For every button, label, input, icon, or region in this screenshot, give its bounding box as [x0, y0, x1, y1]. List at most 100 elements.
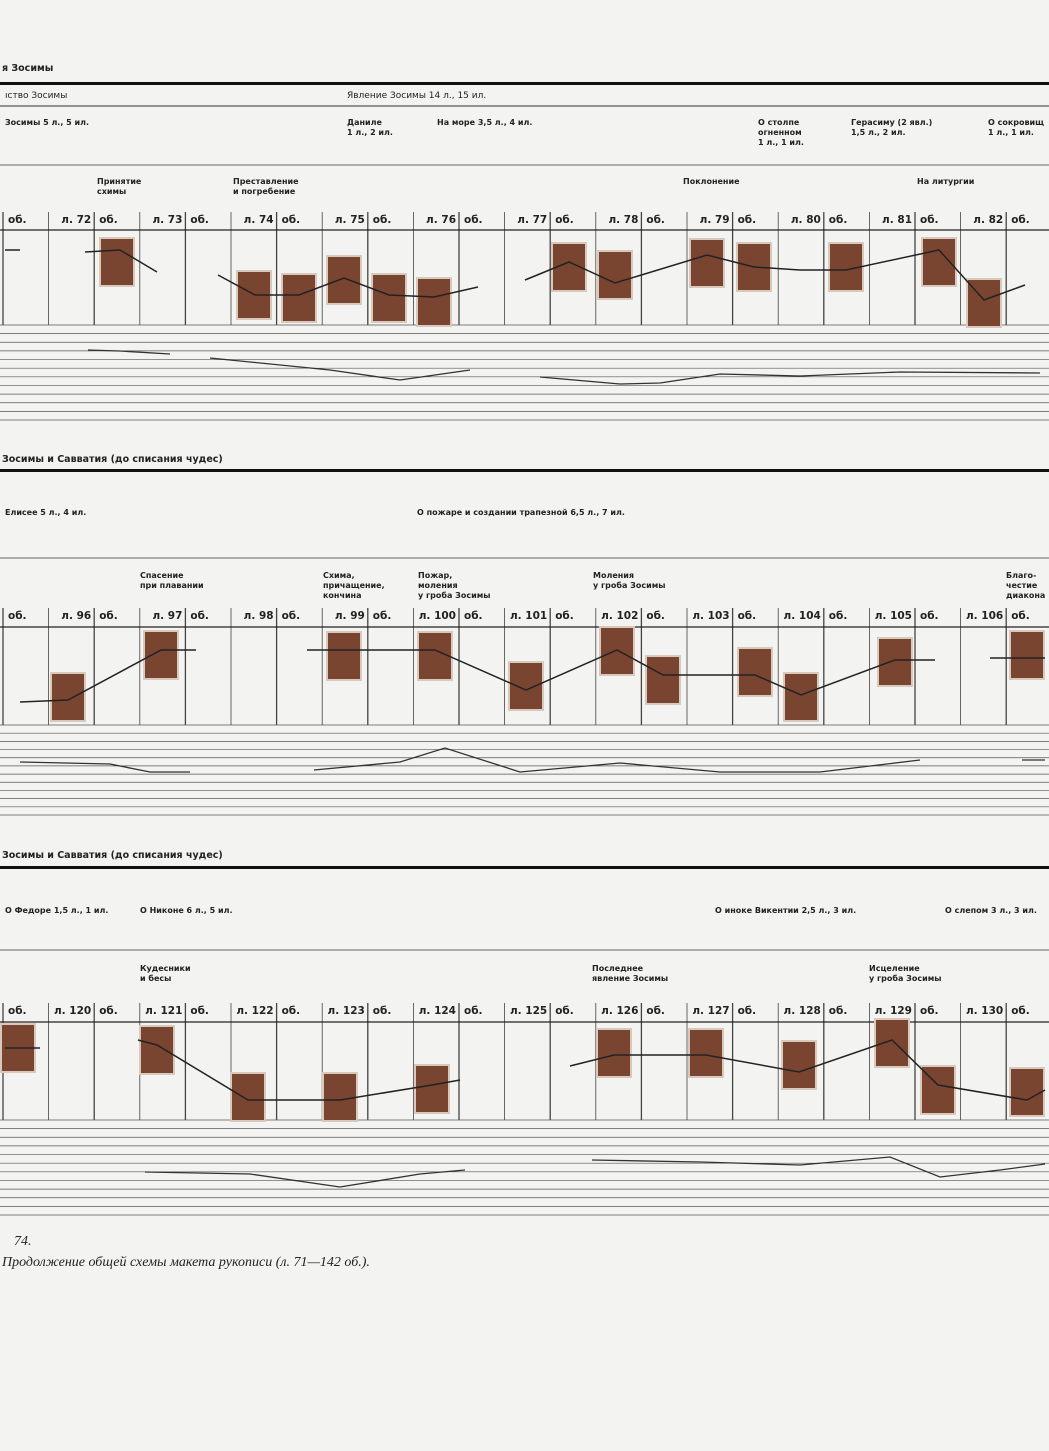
illustration — [1009, 630, 1045, 680]
folio-label: об. — [99, 214, 118, 226]
folio-label: об. — [1011, 610, 1030, 622]
folio-label: л. 99 — [334, 610, 365, 622]
folio-label: л. 77 — [517, 214, 548, 226]
illustration — [596, 1028, 632, 1078]
subject-label: Исцеление у гроба Зосимы — [869, 964, 942, 983]
folio-label: об. — [828, 610, 848, 622]
illustration — [921, 237, 957, 287]
band-title: Зосимы и Савватия (до списания чудес) — [2, 850, 223, 861]
folio-label: об. — [464, 214, 483, 226]
folio-label: об. — [737, 214, 757, 226]
folio-label: об. — [555, 610, 574, 622]
subject-label: Благо- честие диакона — [1006, 571, 1046, 600]
subject-label: Пожар, моления у гроба Зосимы — [418, 571, 491, 600]
folio-label: об. — [464, 610, 483, 622]
text-line — [539, 371, 1041, 385]
folio-label: л. 103 — [692, 610, 730, 622]
episode-label: О Федоре 1,5 л., 1 ил. — [5, 906, 109, 915]
subject-label: Кудесники и бесы — [140, 964, 191, 983]
folio-label: об. — [555, 1005, 574, 1017]
illustration — [414, 1064, 450, 1114]
folio-label: об. — [281, 610, 301, 622]
rule — [0, 866, 1049, 869]
folio-label: л. 78 — [608, 214, 639, 226]
folio-label: л. 130 — [965, 1005, 1004, 1017]
layout-line — [19, 649, 196, 703]
illustration — [50, 672, 86, 722]
text-line — [87, 349, 171, 355]
folio-label: л. 73 — [152, 214, 183, 226]
episode-label: О слепом 3 л., 3 ил. — [945, 906, 1037, 915]
folio-label: об. — [920, 214, 939, 226]
subject-label: Принятие схимы — [97, 177, 142, 196]
episode-label: Даниле 1 л., 2 ил. — [347, 118, 393, 137]
folio-label: л. 100 — [418, 610, 456, 622]
folio-label: об. — [1011, 1005, 1030, 1017]
subject-label: На литургии — [917, 177, 975, 186]
folio-label: л. 75 — [334, 214, 365, 226]
folio-label: об. — [8, 1005, 27, 1017]
subject-label: Спасение при плавании — [140, 571, 204, 590]
illustration — [417, 631, 453, 681]
layout-line — [84, 249, 158, 273]
episode-label: Герасиму (2 явл.) 1,5 л., 2 ил. — [851, 118, 933, 137]
text-line — [19, 761, 190, 773]
folio-label: л. 122 — [236, 1005, 274, 1017]
folio-label: об. — [281, 214, 301, 226]
subject-label: Последнее явление Зосимы — [592, 964, 669, 983]
folio-label: об. — [1011, 214, 1030, 226]
illustration — [143, 630, 179, 680]
illustration — [737, 647, 773, 697]
illustration — [645, 655, 681, 705]
folio-label: об. — [190, 1005, 209, 1017]
illustration — [688, 1028, 724, 1078]
caption-number: 74. — [14, 1234, 32, 1249]
episode-label: О сокровищ 1 л., 1 ил. — [988, 118, 1044, 137]
folio-label: л. 82 — [973, 214, 1004, 226]
folio-label: л. 102 — [601, 610, 639, 622]
folio-label: л. 105 — [874, 610, 912, 622]
illustration — [597, 250, 633, 300]
folio-label: л. 74 — [243, 214, 274, 226]
folio-label: об. — [646, 610, 665, 622]
episode-label: О столпе огненном 1 л., 1 ил. — [758, 118, 804, 147]
band-title: я Зосимы — [2, 63, 54, 74]
illustration — [689, 238, 725, 288]
folio-label: об. — [190, 610, 209, 622]
illustration — [326, 255, 362, 305]
folio-label: л. 80 — [790, 214, 821, 226]
episode-label: Елисее 5 л., 4 ил. — [5, 508, 87, 517]
text-line — [144, 1169, 466, 1188]
episode-label: Зосимы 5 л., 5 ил. — [5, 118, 90, 127]
folio-label: л. 123 — [327, 1005, 365, 1017]
folio-label: л. 121 — [145, 1005, 183, 1017]
illustration — [326, 631, 362, 681]
folio-label: об. — [646, 214, 665, 226]
folio-label: л. 101 — [509, 610, 548, 622]
rule — [0, 82, 1049, 85]
illustration — [783, 672, 819, 722]
folio-label: об. — [281, 1005, 301, 1017]
section-label: Явление Зосимы 14 л., 15 ил. — [347, 91, 487, 101]
folio-label: об. — [828, 214, 848, 226]
folio-label: об. — [372, 1005, 392, 1017]
folio-label: л. 98 — [243, 610, 274, 622]
folio-label: об. — [828, 1005, 848, 1017]
layout-line — [569, 1039, 1046, 1101]
illustration — [874, 1018, 910, 1068]
folio-label: об. — [920, 610, 939, 622]
subject-label: Поклонение — [683, 177, 740, 186]
folio-label: об. — [99, 1005, 118, 1017]
illustration — [877, 637, 913, 687]
episode-label: На море 3,5 л., 4 ил. — [437, 118, 533, 127]
subject-label: Схима, причащение, кончина — [323, 571, 385, 600]
folio-label: об. — [372, 610, 392, 622]
illustration — [508, 661, 544, 711]
folio-label: об. — [190, 214, 209, 226]
folio-label: л. 72 — [61, 214, 92, 226]
folio-label: л. 96 — [61, 610, 92, 622]
subject-label: Преставление и погребение — [233, 177, 299, 196]
folio-label: л. 104 — [783, 610, 821, 622]
layout-line — [217, 274, 479, 298]
